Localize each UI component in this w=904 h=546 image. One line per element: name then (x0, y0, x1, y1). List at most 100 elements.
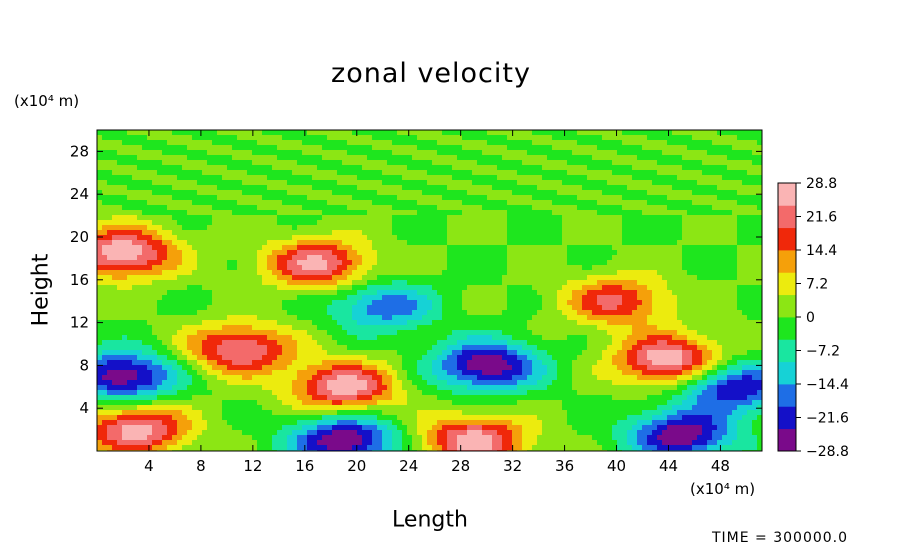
field-cell (112, 260, 118, 266)
field-cell (717, 285, 723, 291)
field-cell (307, 315, 313, 321)
field-cell (117, 135, 123, 141)
field-cell (712, 165, 718, 171)
field-cell (187, 150, 193, 156)
field-cell (137, 195, 143, 201)
field-cell (482, 195, 488, 201)
field-cell (177, 270, 183, 276)
field-cell (487, 215, 493, 221)
field-cell (177, 190, 183, 196)
field-cell (727, 310, 733, 316)
field-cell (622, 265, 628, 271)
field-cell (192, 270, 198, 276)
field-cell (567, 280, 573, 286)
field-cell (342, 195, 348, 201)
field-cell (722, 295, 728, 301)
field-cell (152, 310, 158, 316)
field-cell (147, 260, 153, 266)
field-cell (327, 225, 333, 231)
field-cell (122, 275, 128, 281)
field-cell (192, 310, 198, 316)
field-cell (697, 135, 703, 141)
field-cell (407, 240, 413, 246)
field-cell (662, 255, 668, 261)
field-cell (137, 290, 143, 296)
field-cell (322, 300, 328, 306)
field-cell (242, 230, 248, 236)
field-cell (407, 285, 413, 291)
field-cell (487, 235, 493, 241)
field-cell (642, 200, 648, 206)
field-cell (472, 295, 478, 301)
field-cell (737, 130, 743, 136)
field-cell (212, 285, 218, 291)
field-cell (327, 155, 333, 161)
field-cell (662, 235, 668, 241)
field-cell (492, 135, 498, 141)
field-cell (227, 135, 233, 141)
field-cell (432, 235, 438, 241)
field-cell (547, 200, 553, 206)
field-cell (302, 205, 308, 211)
field-cell (702, 150, 708, 156)
field-cell (207, 265, 213, 271)
field-cell (722, 160, 728, 166)
field-cell (757, 265, 763, 271)
field-cell (207, 220, 213, 226)
field-cell (392, 245, 398, 251)
field-cell (622, 255, 628, 261)
field-cell (127, 250, 133, 256)
field-cell (177, 305, 183, 311)
field-cell (467, 130, 473, 136)
field-cell (252, 175, 258, 181)
field-cell (642, 270, 648, 276)
field-cell (342, 265, 348, 271)
field-cell (257, 295, 263, 301)
field-cell (107, 205, 113, 211)
field-cell (362, 165, 368, 171)
field-cell (417, 160, 423, 166)
field-cell (642, 300, 648, 306)
field-cell (432, 255, 438, 261)
field-cell (427, 305, 433, 311)
field-cell (542, 240, 548, 246)
field-cell (202, 155, 208, 161)
field-cell (262, 240, 268, 246)
field-cell (197, 145, 203, 151)
field-cell (542, 140, 548, 146)
field-cell (302, 150, 308, 156)
field-cell (557, 205, 563, 211)
field-cell (142, 285, 148, 291)
field-cell (737, 285, 743, 291)
field-cell (402, 265, 408, 271)
field-cell (117, 170, 123, 176)
field-cell (757, 145, 763, 151)
field-cell (187, 295, 193, 301)
field-cell (117, 190, 123, 196)
field-cell (372, 195, 378, 201)
field-cell (397, 230, 403, 236)
field-cell (577, 235, 583, 241)
field-cell (422, 210, 428, 216)
field-cell (742, 230, 748, 236)
field-cell (327, 185, 333, 191)
field-cell (712, 245, 718, 251)
field-cell (212, 180, 218, 186)
field-cell (417, 230, 423, 236)
field-cell (297, 175, 303, 181)
field-cell (552, 215, 558, 221)
field-cell (287, 255, 293, 261)
field-cell (367, 190, 373, 196)
field-cell (517, 165, 523, 171)
field-cell (452, 265, 458, 271)
field-cell (527, 170, 533, 176)
field-cell (307, 265, 313, 271)
field-cell (332, 220, 338, 226)
field-cell (417, 225, 423, 231)
field-cell (527, 185, 533, 191)
field-cell (582, 190, 588, 196)
field-cell (752, 135, 758, 141)
field-cell (297, 150, 303, 156)
field-cell (367, 145, 373, 151)
field-cell (752, 140, 758, 146)
